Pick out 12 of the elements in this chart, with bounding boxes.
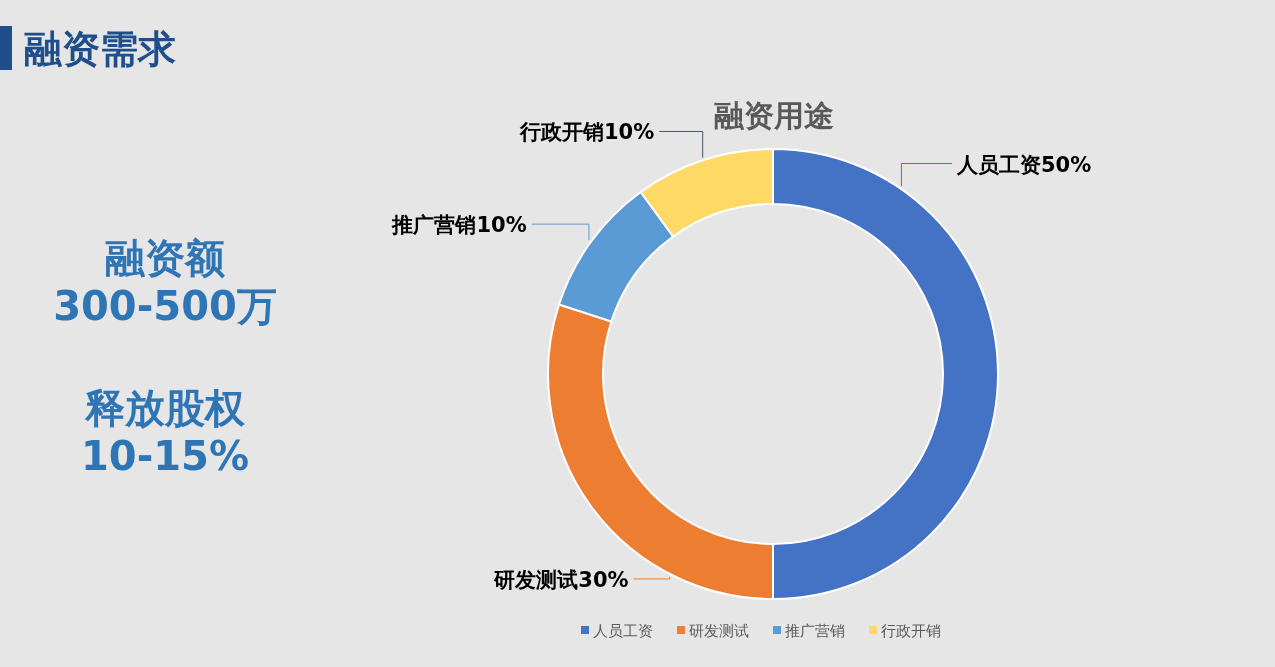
data-label: 行政开销10%	[518, 120, 655, 145]
legend-label: 人员工资	[593, 622, 653, 640]
data-label: 人员工资50%	[955, 152, 1092, 177]
text: 融资额 300-500万	[53, 235, 277, 329]
page-heading: 融资需求	[24, 27, 176, 71]
legend-label: 行政开销	[881, 622, 941, 640]
text: 释放股权 10-15%	[80, 385, 250, 479]
data-label: 推广营销10%	[391, 213, 527, 238]
chart-title: 融资用途	[714, 98, 834, 133]
legend-label: 推广营销	[785, 622, 845, 640]
legend-label: 研发测试	[689, 622, 749, 640]
data-label: 研发测试30%	[493, 567, 629, 592]
